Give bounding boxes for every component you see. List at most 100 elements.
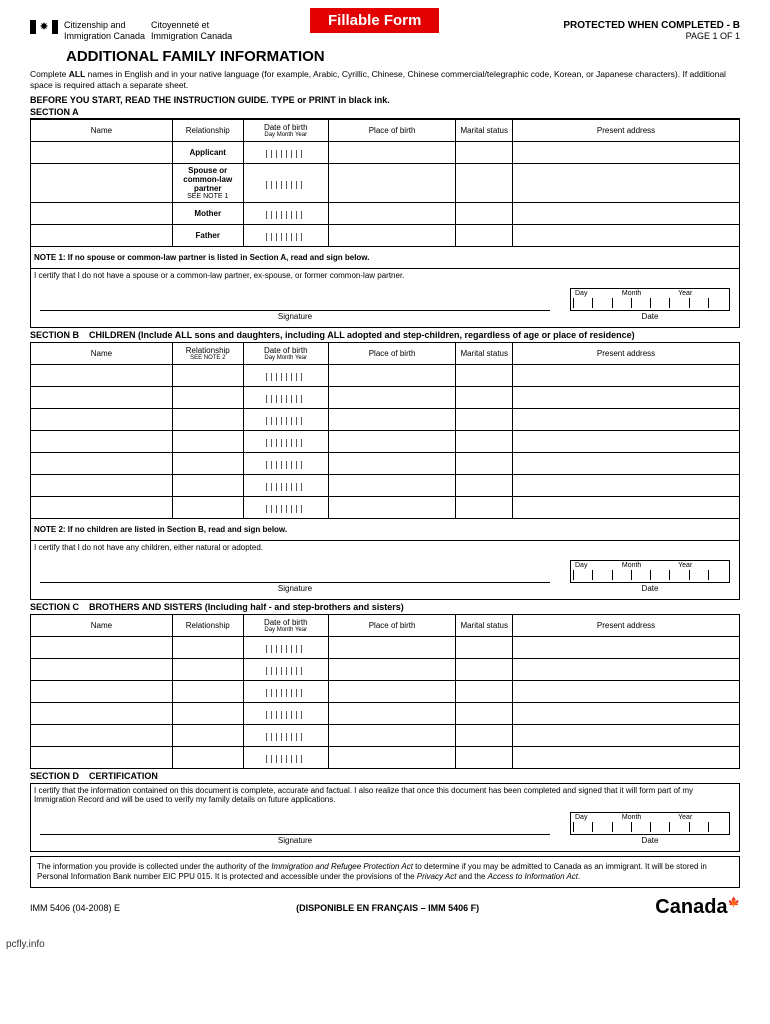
pob-cell[interactable] [328, 452, 456, 474]
name-cell[interactable] [31, 141, 173, 163]
pob-cell[interactable] [328, 724, 456, 746]
dob-cell[interactable] [243, 408, 328, 430]
rel-cell[interactable] [172, 430, 243, 452]
dob-cell[interactable] [243, 163, 328, 202]
addr-cell[interactable] [513, 724, 740, 746]
pob-cell[interactable] [328, 496, 456, 518]
rel-cell[interactable]: Applicant [172, 141, 243, 163]
pob-cell[interactable] [328, 746, 456, 768]
dob-cell[interactable] [243, 474, 328, 496]
rel-cell[interactable] [172, 724, 243, 746]
addr-cell[interactable] [513, 202, 740, 224]
name-cell[interactable] [31, 658, 173, 680]
dob-cell[interactable] [243, 141, 328, 163]
dob-cell[interactable] [243, 636, 328, 658]
marital-cell[interactable] [456, 364, 513, 386]
dob-cell[interactable] [243, 746, 328, 768]
marital-cell[interactable] [456, 636, 513, 658]
name-cell[interactable] [31, 452, 173, 474]
rel-cell[interactable] [172, 474, 243, 496]
dob-cell[interactable] [243, 386, 328, 408]
pob-cell[interactable] [328, 364, 456, 386]
dob-cell[interactable] [243, 202, 328, 224]
marital-cell[interactable] [456, 202, 513, 224]
marital-cell[interactable] [456, 496, 513, 518]
addr-cell[interactable] [513, 141, 740, 163]
pob-cell[interactable] [328, 163, 456, 202]
rel-cell[interactable] [172, 386, 243, 408]
marital-cell[interactable] [456, 452, 513, 474]
rel-cell[interactable]: Mother [172, 202, 243, 224]
dob-cell[interactable] [243, 452, 328, 474]
name-cell[interactable] [31, 364, 173, 386]
pob-cell[interactable] [328, 386, 456, 408]
addr-cell[interactable] [513, 658, 740, 680]
marital-cell[interactable] [456, 408, 513, 430]
addr-cell[interactable] [513, 224, 740, 246]
signature-line-d[interactable] [40, 817, 550, 835]
addr-cell[interactable] [513, 364, 740, 386]
rel-cell[interactable] [172, 408, 243, 430]
name-cell[interactable] [31, 408, 173, 430]
marital-cell[interactable] [456, 430, 513, 452]
rel-cell[interactable] [172, 680, 243, 702]
dob-cell[interactable] [243, 364, 328, 386]
name-cell[interactable] [31, 430, 173, 452]
pob-cell[interactable] [328, 658, 456, 680]
pob-cell[interactable] [328, 636, 456, 658]
addr-cell[interactable] [513, 636, 740, 658]
name-cell[interactable] [31, 386, 173, 408]
name-cell[interactable] [31, 746, 173, 768]
name-cell[interactable] [31, 496, 173, 518]
addr-cell[interactable] [513, 452, 740, 474]
rel-cell[interactable] [172, 658, 243, 680]
addr-cell[interactable] [513, 496, 740, 518]
dob-cell[interactable] [243, 658, 328, 680]
rel-cell[interactable]: Spouse or common-law partnerSEE NOTE 1 [172, 163, 243, 202]
name-cell[interactable] [31, 724, 173, 746]
name-cell[interactable] [31, 636, 173, 658]
dob-cell[interactable] [243, 496, 328, 518]
addr-cell[interactable] [513, 746, 740, 768]
rel-cell[interactable] [172, 496, 243, 518]
addr-cell[interactable] [513, 474, 740, 496]
name-cell[interactable] [31, 474, 173, 496]
pob-cell[interactable] [328, 680, 456, 702]
pob-cell[interactable] [328, 141, 456, 163]
date-box-b[interactable]: DayMonthYear [570, 560, 730, 583]
rel-cell[interactable] [172, 702, 243, 724]
pob-cell[interactable] [328, 430, 456, 452]
marital-cell[interactable] [456, 163, 513, 202]
rel-cell[interactable] [172, 746, 243, 768]
rel-cell[interactable] [172, 452, 243, 474]
date-box-d[interactable]: DayMonthYear [570, 812, 730, 835]
dob-cell[interactable] [243, 680, 328, 702]
marital-cell[interactable] [456, 658, 513, 680]
name-cell[interactable] [31, 224, 173, 246]
addr-cell[interactable] [513, 408, 740, 430]
marital-cell[interactable] [456, 386, 513, 408]
addr-cell[interactable] [513, 163, 740, 202]
name-cell[interactable] [31, 680, 173, 702]
name-cell[interactable] [31, 163, 173, 202]
addr-cell[interactable] [513, 430, 740, 452]
rel-cell[interactable]: Father [172, 224, 243, 246]
rel-cell[interactable] [172, 636, 243, 658]
marital-cell[interactable] [456, 724, 513, 746]
addr-cell[interactable] [513, 680, 740, 702]
marital-cell[interactable] [456, 141, 513, 163]
marital-cell[interactable] [456, 224, 513, 246]
name-cell[interactable] [31, 202, 173, 224]
marital-cell[interactable] [456, 746, 513, 768]
pob-cell[interactable] [328, 202, 456, 224]
pob-cell[interactable] [328, 474, 456, 496]
signature-line-b[interactable] [40, 565, 550, 583]
dob-cell[interactable] [243, 724, 328, 746]
rel-cell[interactable] [172, 364, 243, 386]
addr-cell[interactable] [513, 386, 740, 408]
pob-cell[interactable] [328, 224, 456, 246]
pob-cell[interactable] [328, 702, 456, 724]
addr-cell[interactable] [513, 702, 740, 724]
signature-line-a[interactable] [40, 293, 550, 311]
marital-cell[interactable] [456, 680, 513, 702]
